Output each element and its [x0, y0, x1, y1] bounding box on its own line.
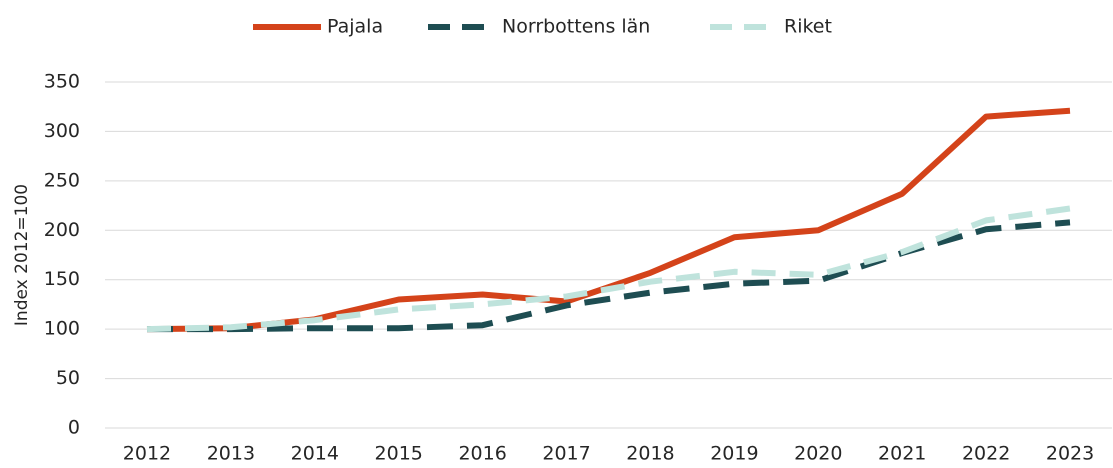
x-tick-label: 2015: [375, 443, 423, 465]
x-tick-label: 2014: [291, 443, 339, 465]
y-tick-label: 100: [44, 318, 80, 340]
y-tick-label: 150: [44, 268, 80, 290]
y-tick-label: 200: [44, 219, 80, 241]
x-tick-label: 2013: [207, 443, 255, 465]
x-tick-label: 2023: [1046, 443, 1094, 465]
y-tick-label: 0: [68, 417, 80, 439]
y-axis-label: Index 2012=100: [12, 184, 32, 326]
series-line: [147, 219, 1071, 333]
x-tick-label: 2012: [123, 443, 171, 465]
y-tick-label: 350: [44, 71, 80, 93]
x-tick-label: 2019: [710, 443, 758, 465]
x-tick-label: 2022: [962, 443, 1010, 465]
x-tick-label: 2020: [794, 443, 842, 465]
legend-label: Norrbottens län: [502, 16, 650, 38]
y-tick-label: 250: [44, 169, 80, 191]
x-tick-label: 2017: [542, 443, 590, 465]
series-line: [146, 205, 1071, 333]
y-tick-label: 300: [44, 120, 80, 142]
x-tick-label: 2016: [458, 443, 506, 465]
x-tick-label: 2018: [626, 443, 674, 465]
y-tick-label: 50: [56, 367, 80, 389]
x-tick-label: 2021: [878, 443, 926, 465]
legend-label: Pajala: [327, 16, 383, 38]
legend-label: Riket: [784, 16, 832, 38]
